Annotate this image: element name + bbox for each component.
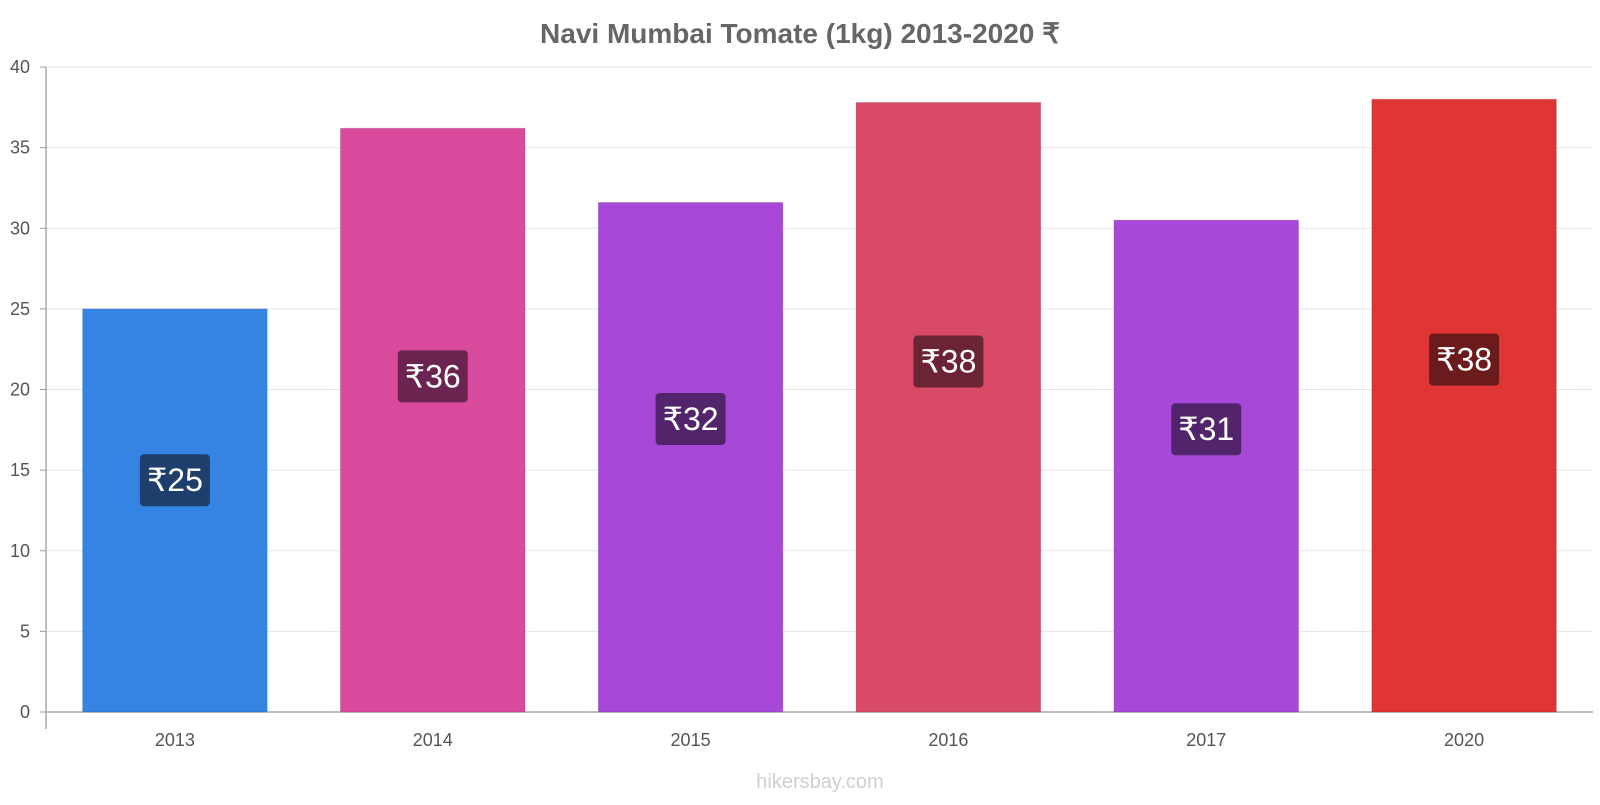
value-label-box xyxy=(1429,333,1500,386)
value-label-2020: ₹38 xyxy=(1436,342,1492,378)
watermark: hikersbay.com xyxy=(756,771,883,793)
y-tick-label: 0 xyxy=(20,702,30,722)
x-tick-label: 2015 xyxy=(671,730,711,750)
bar-2015 xyxy=(597,201,784,713)
y-tick-label: 10 xyxy=(10,541,30,561)
value-label-2017: ₹31 xyxy=(1178,411,1234,447)
x-tick-label: 2013 xyxy=(155,730,195,750)
bar-2014 xyxy=(339,127,526,713)
gridlines xyxy=(46,66,1593,632)
chart-title: Navi Mumbai Tomate (1kg) 2013-2020 ₹ xyxy=(540,18,1060,49)
x-tick-label: 2017 xyxy=(1186,730,1226,750)
y-tick-label: 15 xyxy=(10,460,30,480)
value-labels: ₹25 ₹36 ₹32 ₹38 ₹31 ₹38 xyxy=(139,333,1500,507)
x-tick-label: 2020 xyxy=(1444,730,1484,750)
value-label-box xyxy=(655,393,726,446)
value-label-2016: ₹38 xyxy=(920,344,976,380)
y-tick-label: 35 xyxy=(10,138,30,158)
bar-2020 xyxy=(1371,98,1557,713)
value-label-box xyxy=(913,335,984,388)
value-label-box xyxy=(1171,403,1242,456)
bars xyxy=(82,98,1557,713)
x-tick-label: 2016 xyxy=(928,730,968,750)
y-tick-label: 5 xyxy=(20,621,30,641)
y-tick-label: 40 xyxy=(10,57,30,77)
y-tick-label: 20 xyxy=(10,380,30,400)
bar-2016 xyxy=(855,101,1042,713)
bar-2013 xyxy=(82,308,268,713)
value-label-box xyxy=(397,350,468,403)
value-label-box xyxy=(139,454,210,507)
bar-2017 xyxy=(1113,219,1300,713)
axes: 0 5 10 15 20 25 30 35 40 2013 2014 2015 2016 2017 2020 xyxy=(10,57,1593,750)
value-label-2014: ₹36 xyxy=(405,358,461,394)
x-tick-label: 2014 xyxy=(413,730,453,750)
value-label-2013: ₹25 xyxy=(147,462,203,498)
y-tick-label: 25 xyxy=(10,299,30,319)
value-label-2015: ₹32 xyxy=(663,401,719,437)
y-tick-label: 30 xyxy=(10,218,30,238)
